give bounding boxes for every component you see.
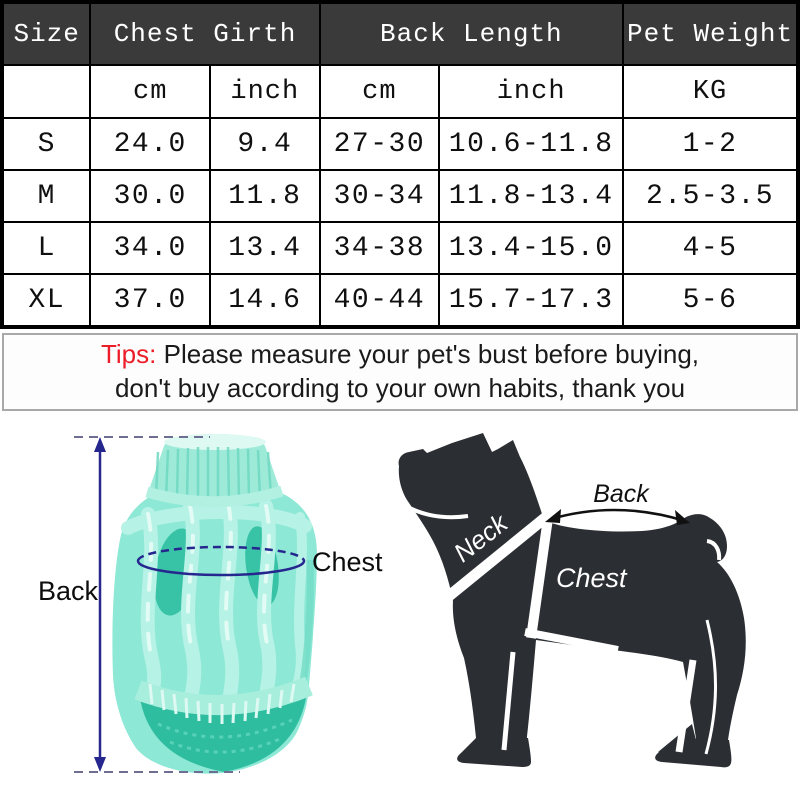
sweater-collar-ribs (154, 446, 273, 500)
tips-label: Tips: (100, 339, 157, 369)
cell-chest-inch: 14.6 (209, 273, 321, 328)
cell-back-inch: 11.8-13.4 (438, 169, 625, 223)
dog-illustration: Back Neck Chest (398, 433, 746, 768)
unit-chest-inch: inch (209, 64, 321, 119)
cell-weight: 1-2 (622, 117, 799, 171)
sweater-annotations: Back Chest (38, 436, 383, 773)
sweater-collar-rim (164, 434, 266, 450)
dog-section-dividers (403, 503, 722, 755)
dog-back-arrow (550, 508, 686, 523)
tips-note: Tips: Please measure your pet's bust bef… (2, 333, 798, 411)
sweater-hem-texture (157, 718, 293, 754)
cell-chest-cm: 37.0 (89, 273, 212, 328)
measurement-figure: Back Chest (38, 433, 746, 774)
col-header-back-length: Back Length (318, 1, 625, 66)
tips-text-2: don't buy according to your own habits, … (114, 373, 686, 403)
sweater-illustration (112, 434, 317, 774)
cell-size: XL (0, 273, 92, 328)
tips-text-1: Please measure your pet's bust before bu… (163, 339, 699, 369)
back-length-arrowhead-top (94, 437, 106, 452)
cell-back-inch: 13.4-15.0 (438, 221, 625, 275)
unit-weight-kg: KG (622, 64, 799, 119)
cell-weight: 2.5-3.5 (622, 169, 799, 223)
dog-back-arrowhead-right (675, 510, 690, 525)
sweater-back-label: Back (38, 576, 99, 606)
tips-line-1: Tips: Please measure your pet's bust bef… (4, 337, 796, 371)
sweater-chest-label: Chest (312, 547, 383, 577)
table-row-l: L 34.0 13.4 34-38 13.4-15.0 4-5 (0, 221, 799, 275)
cell-size: S (0, 117, 92, 171)
cell-chest-cm: 30.0 (89, 169, 212, 223)
table-header-row: Size Chest Girth Back Length Pet Weight (0, 1, 799, 66)
cell-chest-inch: 13.4 (209, 221, 321, 275)
size-chart-table: Size Chest Girth Back Length Pet Weight … (0, 0, 800, 329)
tips-line-2: don't buy according to your own habits, … (4, 371, 796, 405)
cell-chest-cm: 24.0 (89, 117, 212, 171)
table-row-m: M 30.0 11.8 30-34 11.8-13.4 2.5-3.5 (0, 169, 799, 223)
unit-chest-cm: cm (89, 64, 212, 119)
cell-back-cm: 27-30 (318, 117, 441, 171)
cell-back-inch: 15.7-17.3 (438, 273, 625, 328)
cell-chest-inch: 9.4 (209, 117, 321, 171)
dog-silhouette (398, 433, 746, 750)
sweater-hem-ribs (148, 683, 296, 724)
chest-ellipse-dashed-top (136, 545, 306, 562)
sweater-collar (149, 434, 280, 503)
cell-back-cm: 30-34 (318, 169, 441, 223)
col-header-size: Size (0, 1, 92, 66)
unit-back-inch: inch (438, 64, 625, 119)
chest-ellipse-solid-bottom (136, 560, 306, 577)
unit-back-cm: cm (318, 64, 441, 119)
col-header-pet-weight: Pet Weight (622, 1, 799, 66)
cell-chest-inch: 11.8 (209, 169, 321, 223)
cell-back-cm: 40-44 (318, 273, 441, 328)
cell-back-cm: 34-38 (318, 221, 441, 275)
table-row-xl: XL 37.0 14.6 40-44 15.7-17.3 5-6 (0, 273, 799, 328)
back-length-arrowhead-bottom (94, 757, 106, 772)
units-empty-cell (0, 64, 92, 119)
cell-chest-cm: 34.0 (89, 221, 212, 275)
dog-back-arrowhead-left (545, 509, 561, 523)
cell-weight: 5-6 (622, 273, 799, 328)
back-length-guides (74, 436, 240, 773)
dog-hind-toe (658, 724, 697, 752)
dog-chest-label: Chest (556, 563, 628, 593)
cell-size: M (0, 169, 92, 223)
cell-weight: 4-5 (622, 221, 799, 275)
table-units-row: cm inch cm inch KG (0, 64, 799, 119)
cell-size: L (0, 221, 92, 275)
dog-front-foot (457, 738, 531, 767)
sweater-collar-roll (145, 485, 284, 508)
cell-back-inch: 10.6-11.8 (438, 117, 625, 171)
col-header-chest-girth: Chest Girth (89, 1, 321, 66)
dog-back-label: Back (593, 480, 650, 508)
table-row-s: S 24.0 9.4 27-30 10.6-11.8 1-2 (0, 117, 799, 171)
